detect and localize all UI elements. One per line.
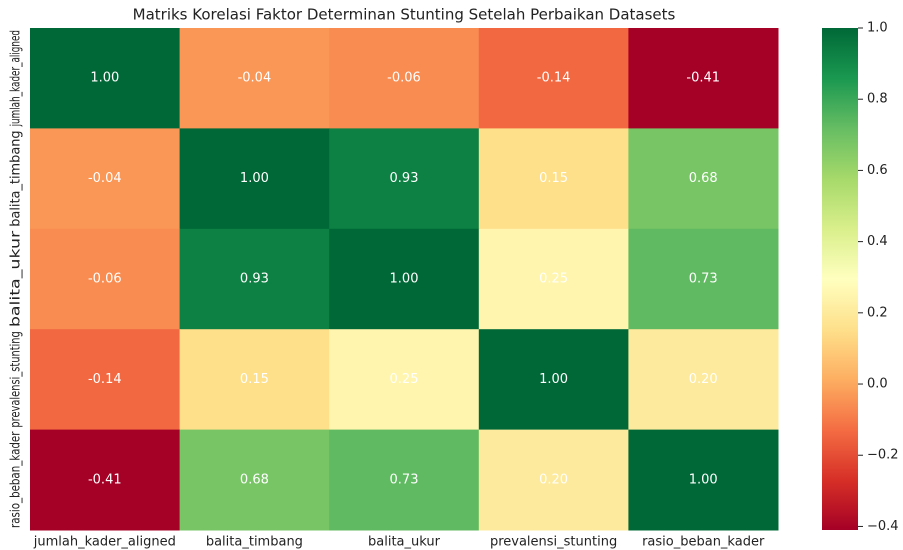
heatmap-cell	[179, 429, 330, 531]
heatmap-cell	[30, 128, 181, 230]
cell-label: 0.25	[390, 372, 419, 387]
chart-title: Matriks Korelasi Faktor Determinan Stunt…	[133, 6, 676, 24]
heatmap-cell	[329, 228, 480, 330]
heatmap-cell	[478, 128, 629, 230]
y-tick-label: balita_timbang	[9, 130, 24, 226]
heatmap-cell	[478, 329, 629, 431]
cell-label: 1.00	[539, 372, 568, 387]
cell-label: 1.00	[689, 472, 718, 487]
colorbar-tick-label: 0.2	[867, 305, 888, 320]
cell-label: -0.06	[387, 71, 421, 86]
heatmap-cell	[179, 329, 330, 431]
cell-label: -0.41	[686, 71, 720, 86]
cell-label: 0.15	[240, 372, 269, 387]
colorbar	[822, 28, 858, 530]
colorbar-tick-label: 0.4	[867, 234, 888, 249]
heatmap-cell	[329, 429, 480, 531]
heatmap-cell	[628, 429, 779, 531]
cell-label: 0.73	[390, 472, 419, 487]
cell-label: -0.41	[88, 472, 122, 487]
cell-label: 0.15	[539, 171, 568, 186]
cell-label: 0.25	[539, 272, 568, 287]
x-tick-label: jumlah_kader_aligned	[33, 535, 176, 550]
heatmap-cell	[478, 228, 629, 330]
x-tick-label: balita_ukur	[368, 535, 441, 550]
colorbar-tick-label: −0.2	[867, 448, 899, 463]
cell-label: -0.06	[88, 272, 122, 287]
cell-label: -0.14	[537, 71, 571, 86]
cell-label: -0.04	[88, 171, 122, 186]
heatmap-cell	[30, 429, 181, 531]
x-tick-label: balita_timbang	[206, 535, 303, 550]
cell-label: 1.00	[90, 71, 119, 86]
heatmap-cell	[179, 228, 330, 330]
heatmap-cell	[30, 28, 181, 129]
cell-label: -0.14	[88, 372, 122, 387]
colorbar-tick-label: 1.0	[867, 21, 888, 36]
colorbar-tick-label: −0.4	[867, 519, 899, 534]
heatmap-cell	[329, 128, 480, 230]
y-tick-label: rasio_beban_kader	[9, 431, 24, 528]
heatmap-cell	[329, 329, 480, 431]
heatmap-cell	[628, 329, 779, 431]
colorbar-tick-label: 0.0	[867, 377, 888, 392]
heatmap-cell	[478, 429, 629, 531]
cell-label: -0.04	[238, 71, 272, 86]
heatmap-cell	[628, 128, 779, 230]
colorbar-tick-label: 0.6	[867, 163, 888, 178]
heatmap-cell	[329, 28, 480, 129]
heatmap-cell	[30, 228, 181, 330]
cell-label: 0.20	[689, 372, 718, 387]
cell-label: 0.68	[240, 472, 269, 487]
cell-label: 0.93	[240, 272, 269, 287]
cell-label: 1.00	[390, 272, 419, 287]
y-tick-label: jumlah_kader_aligned	[9, 30, 24, 127]
cell-label: 0.20	[539, 472, 568, 487]
y-tick-label: prevalensi_stunting	[9, 331, 24, 427]
heatmap-cell	[478, 28, 629, 129]
cell-label: 0.68	[689, 171, 718, 186]
cell-label: 1.00	[240, 171, 269, 186]
heatmap-cell	[179, 128, 330, 230]
colorbar-tick-label: 0.8	[867, 92, 888, 107]
x-tick-label: rasio_beban_kader	[642, 535, 765, 550]
heatmap-cell	[628, 28, 779, 129]
y-tick-label: balita_ukur	[9, 230, 24, 327]
cell-label: 0.93	[390, 171, 419, 186]
cell-label: 0.73	[689, 272, 718, 287]
x-tick-label: prevalensi_stunting	[490, 535, 617, 550]
heatmap-cell	[628, 228, 779, 330]
heatmap-cell	[179, 28, 330, 129]
heatmap-cell	[30, 329, 181, 431]
